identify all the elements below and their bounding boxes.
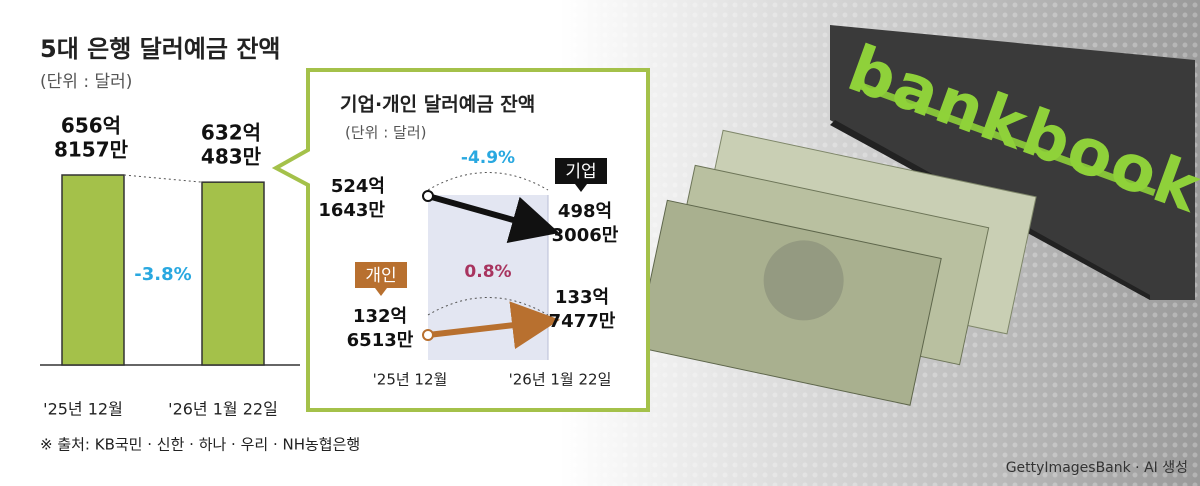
legend-label: 기업 <box>565 162 596 182</box>
series-line <box>427 301 560 350</box>
arc <box>427 172 549 191</box>
annotation: 0.8% <box>464 262 511 282</box>
value-label: 3006만 <box>552 225 619 246</box>
x-tick-label: '25년 12월 <box>43 400 123 419</box>
value-label: 133억 <box>555 287 609 308</box>
source: ※ 출처: KB국민 · 신한 · 하나 · 우리 · NH농협은행 <box>40 436 360 454</box>
value-label: 498억 <box>558 201 612 222</box>
value-label: 6513만 <box>347 330 414 351</box>
value-label: 8157만 <box>54 138 129 162</box>
chart-subtitle: (단위 : 달러) <box>40 72 132 92</box>
point <box>422 329 434 341</box>
legend-tag-pointer <box>375 288 387 296</box>
value-label: 7477만 <box>549 311 616 332</box>
legend-tag-pointer <box>575 184 587 192</box>
x-tick-label: '26년 1월 22일 <box>509 371 612 389</box>
legend-label: 개인 <box>365 266 396 286</box>
bar <box>61 174 125 366</box>
chart-title: 5대 은행 달러예금 잔액 <box>40 35 281 63</box>
point <box>422 190 434 202</box>
series-line <box>427 193 560 244</box>
connector <box>123 174 203 183</box>
legend-tag <box>555 158 607 184</box>
annotation: -4.9% <box>461 148 515 168</box>
annotation: -3.8% <box>134 264 191 285</box>
bar <box>201 181 265 366</box>
value-label: 132억 <box>353 306 407 327</box>
inset-subtitle: (단위 : 달러) <box>345 124 427 142</box>
x-tick-label: '25년 12월 <box>373 371 448 389</box>
inset-title: 기업·개인 달러예금 잔액 <box>340 94 535 116</box>
x-tick-label: '26년 1월 22일 <box>168 400 278 419</box>
legend-tag <box>355 262 407 288</box>
value-label: 1643만 <box>318 200 385 221</box>
value-label: 483만 <box>201 145 262 169</box>
value-label: 632억 <box>201 121 261 145</box>
credit: GettyImagesBank · AI 생성 <box>1006 460 1188 476</box>
value-label: 524억 <box>331 176 385 197</box>
photo: bankbook <box>560 0 1200 486</box>
value-label: 656억 <box>61 114 121 138</box>
